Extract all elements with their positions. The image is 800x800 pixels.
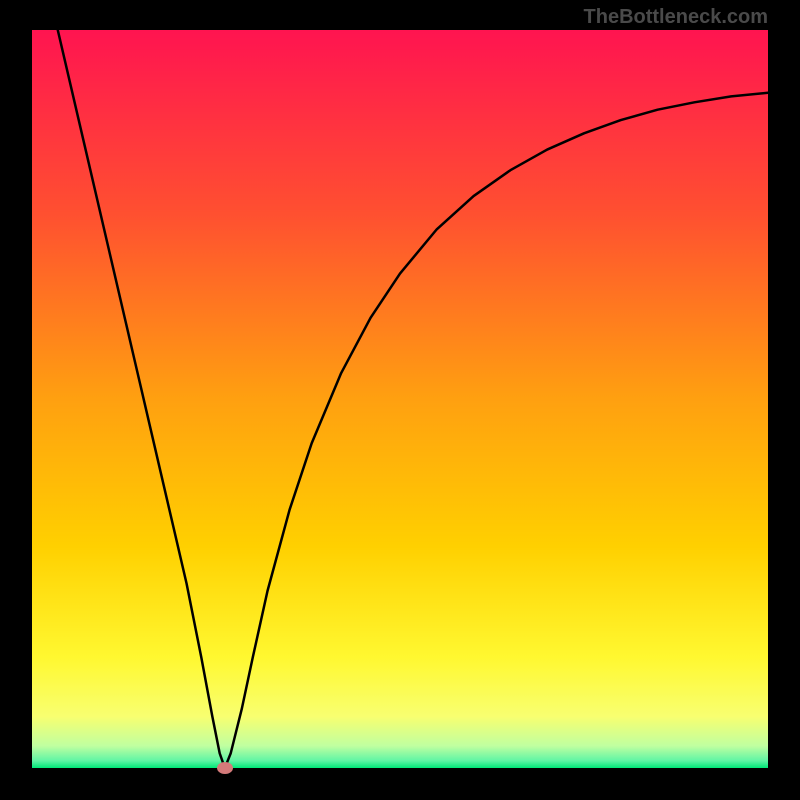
optimum-marker [217, 762, 233, 774]
gradient-plot-area [32, 30, 768, 768]
watermark-text: TheBottleneck.com [584, 6, 768, 29]
